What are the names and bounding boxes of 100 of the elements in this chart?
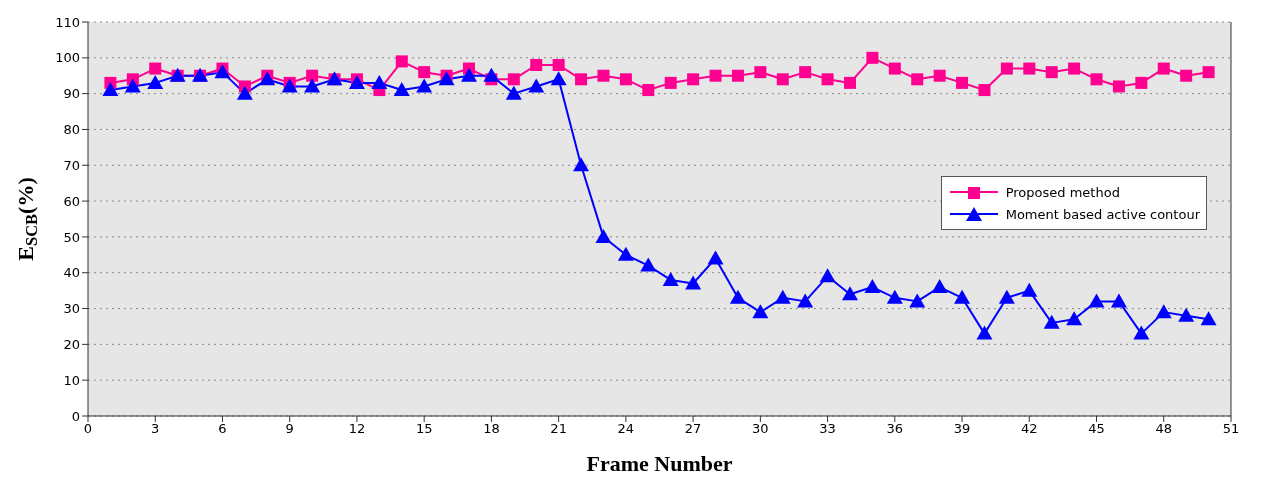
point (799, 66, 812, 79)
point (819, 268, 836, 283)
point (147, 74, 164, 89)
point (304, 78, 321, 93)
x-tick-label: 21 (550, 421, 567, 437)
point (933, 69, 946, 82)
point (236, 85, 253, 100)
point (687, 73, 700, 86)
point (1110, 293, 1127, 308)
y-tick-label: 10 (63, 372, 80, 388)
point (214, 64, 231, 79)
point (1112, 80, 1125, 93)
legend-label: Proposed method (1005, 184, 1120, 200)
y-tick-label: 20 (63, 336, 80, 352)
point (1200, 311, 1217, 326)
point (886, 289, 903, 304)
y-tick-label: 80 (63, 122, 80, 138)
point (483, 67, 500, 82)
x-tick-label: 27 (684, 421, 702, 437)
point (998, 289, 1015, 304)
y-tick-label: 40 (63, 265, 80, 281)
point (888, 62, 901, 75)
point (1043, 314, 1060, 329)
point (754, 66, 767, 79)
point (1000, 62, 1013, 75)
point (866, 51, 879, 64)
point (978, 84, 991, 97)
point (956, 76, 969, 89)
x-tick-label: 15 (415, 421, 433, 437)
legend-label: Moment based active contour (1005, 206, 1200, 222)
point (102, 82, 119, 97)
point (731, 69, 744, 82)
point (416, 78, 433, 93)
point (640, 257, 657, 272)
point (597, 69, 610, 82)
point (1068, 62, 1081, 75)
y-tick-label: 0 (71, 408, 80, 424)
point (371, 74, 388, 89)
point (844, 76, 856, 89)
x-tick-label: 9 (285, 421, 294, 437)
point (393, 82, 410, 97)
point (1066, 311, 1083, 326)
x-tick-label: 3 (151, 421, 160, 437)
x-tick-label: 12 (348, 421, 366, 437)
point (1023, 62, 1036, 75)
y-tick-label: 110 (55, 14, 80, 30)
point (149, 62, 162, 75)
point (1180, 69, 1193, 82)
x-tick-label: 51 (1222, 421, 1240, 437)
point (1133, 325, 1150, 340)
y-tick-label: 60 (63, 193, 80, 209)
x-tick-label: 18 (483, 421, 500, 437)
point (752, 304, 769, 319)
point (395, 55, 408, 68)
point (1090, 73, 1103, 86)
x-tick-label: 45 (1088, 421, 1105, 437)
point (1178, 307, 1195, 322)
point (642, 84, 655, 97)
point (909, 293, 926, 308)
point (1135, 76, 1148, 89)
point (552, 58, 565, 71)
point (954, 289, 971, 304)
point (550, 71, 567, 86)
x-tick-label: 48 (1155, 421, 1173, 437)
x-tick-label: 24 (617, 421, 635, 437)
x-tick-label: 0 (83, 421, 93, 437)
point (1157, 62, 1170, 75)
point (507, 73, 520, 86)
x-tick-label: 36 (886, 421, 904, 437)
point (306, 69, 319, 82)
point (911, 73, 924, 86)
point (595, 228, 612, 243)
x-axis-title: Frame Number (586, 451, 733, 476)
point (573, 157, 590, 172)
point (864, 279, 881, 294)
point (976, 325, 993, 340)
y-tick-label: 90 (63, 86, 80, 102)
point (1155, 304, 1172, 319)
point (575, 73, 588, 86)
x-tick-label: 42 (1021, 421, 1038, 437)
point (281, 78, 298, 93)
point (461, 67, 477, 82)
point (1021, 282, 1038, 297)
y-tick-label: 50 (63, 229, 80, 245)
point (776, 73, 789, 86)
y-tick-label: 30 (63, 301, 80, 317)
point (821, 73, 834, 86)
point (842, 286, 858, 301)
point (505, 85, 522, 100)
point (438, 71, 455, 86)
point (1045, 66, 1058, 79)
x-tick-label: 33 (819, 421, 836, 437)
y-tick-label: 70 (63, 157, 80, 173)
point (797, 293, 814, 308)
point (418, 66, 431, 79)
point (617, 246, 634, 261)
point (707, 250, 724, 265)
point (530, 58, 543, 71)
point (664, 76, 677, 89)
point (729, 289, 746, 304)
